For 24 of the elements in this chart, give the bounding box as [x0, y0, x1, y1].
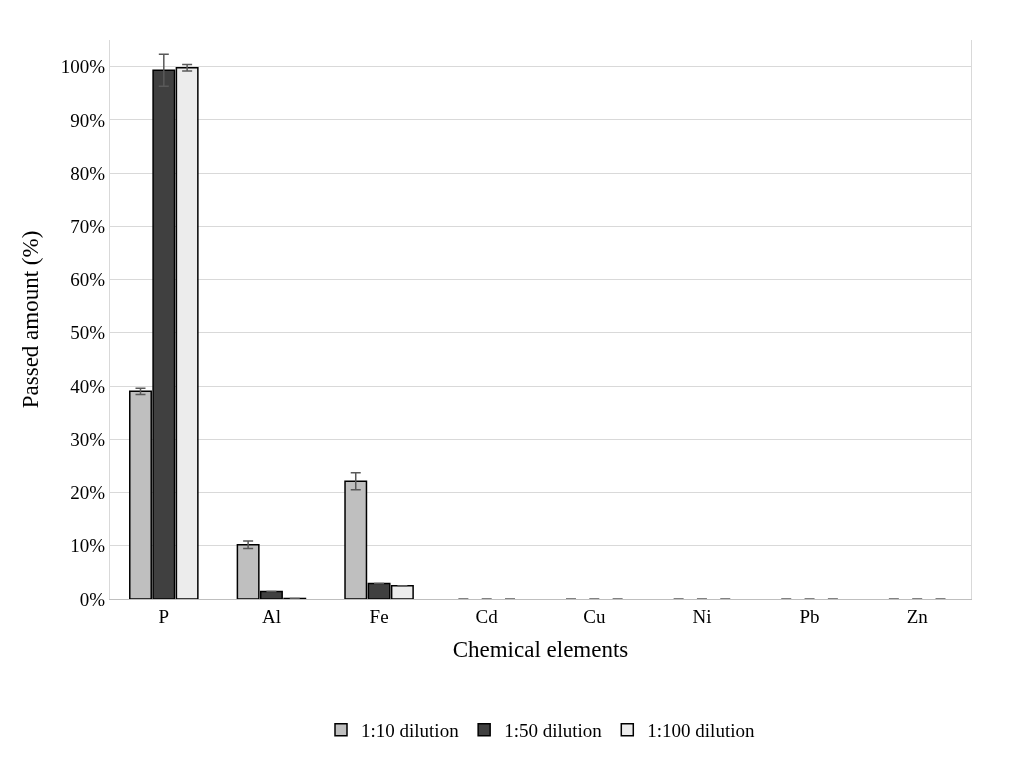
y-tick-label: 10% [70, 535, 106, 557]
y-tick-label: 100% [60, 56, 106, 78]
x-tick-label: Ni [692, 605, 712, 627]
y-tick-label: 60% [70, 269, 106, 291]
x-tick-label: Cd [475, 605, 499, 627]
x-tick-label: Fe [369, 605, 389, 627]
legend-label: 1:10 dilution [361, 720, 460, 742]
x-axis-title: Chemical elements [452, 637, 629, 663]
y-tick-label: 90% [70, 109, 106, 131]
legend-label: 1:100 dilution [647, 720, 755, 742]
y-tick-label: 80% [70, 162, 106, 184]
x-tick-label: Al [261, 605, 281, 627]
y-tick-label: 20% [70, 482, 106, 504]
y-tick-label: 40% [70, 375, 106, 397]
y-axis-title: Passed amount (%) [18, 230, 44, 409]
legend-label: 1:50 dilution [504, 720, 603, 742]
y-tick-label: 50% [70, 322, 106, 344]
y-tick-label: 0% [79, 588, 106, 610]
x-tick-label: Cu [583, 605, 606, 627]
x-tick-label: P [158, 605, 170, 627]
x-tick-label: Zn [906, 605, 929, 627]
y-tick-label: 30% [70, 428, 106, 450]
x-tick-label: Pb [799, 605, 820, 627]
y-tick-label: 70% [70, 215, 106, 237]
